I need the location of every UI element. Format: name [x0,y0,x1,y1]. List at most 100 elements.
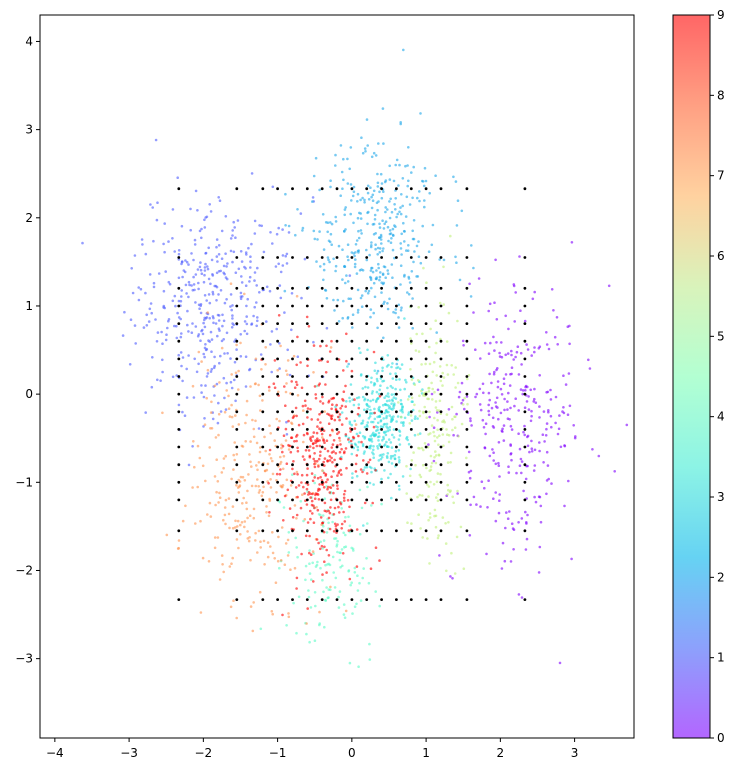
scatter-point [232,323,235,327]
scatter-point [368,253,371,257]
scatter-point [313,591,317,594]
scatter-point [285,462,289,466]
scatter-point [123,310,126,314]
grid-point [395,322,398,325]
scatter-point [308,640,311,644]
scatter-point [407,413,410,416]
scatter-point [349,212,353,216]
x-tick-label: −3 [120,746,138,760]
scatter-point [371,223,375,226]
scatter-point [151,356,154,359]
scatter-point [215,458,218,462]
scatter-point [179,335,183,339]
scatter-point [474,395,477,399]
scatter-point [205,299,208,302]
grid-point [350,445,354,449]
scatter-point [353,605,357,608]
scatter-point [309,517,312,521]
scatter-point [369,278,373,282]
scatter-point [449,234,452,238]
scatter-point [521,392,524,396]
scatter-point [128,363,132,366]
grid-point [276,392,279,396]
scatter-point [353,419,357,423]
scatter-point [285,382,288,385]
scatter-point [454,180,458,183]
scatter-point [550,288,554,291]
grid-point [424,304,428,308]
scatter-point [224,215,228,218]
scatter-point [497,511,501,515]
scatter-point [204,343,207,346]
scatter-point [415,332,419,336]
scatter-point [319,475,322,479]
scatter-point [243,329,246,333]
scatter-point [241,502,244,505]
colorbar-tick-label: 9 [717,8,725,22]
scatter-point [546,464,550,467]
grid-point [523,445,527,449]
scatter-point [393,453,397,457]
scatter-point [322,590,325,594]
scatter-point [416,417,419,420]
grid-point [177,322,181,325]
scatter-point [434,319,438,323]
scatter-point [384,409,388,413]
grid-point [365,463,369,467]
scatter-point [392,179,396,183]
scatter-point [549,414,553,418]
scatter-point [328,459,332,462]
scatter-point [250,242,253,246]
scatter-point [377,431,381,435]
scatter-point [386,392,390,395]
scatter-point [384,276,388,280]
scatter-point [204,252,207,255]
scatter-point [152,285,156,289]
scatter-point [342,510,345,514]
scatter-point [147,320,151,323]
scatter-point [410,522,413,525]
scatter-point [336,474,339,477]
y-tick-label: 3 [25,123,33,137]
scatter-point [470,424,473,427]
scatter-point [351,612,354,615]
scatter-point [245,413,248,417]
scatter-point [312,446,315,450]
scatter-point [223,506,227,509]
scatter-point [442,303,446,306]
grid-point [335,392,339,396]
scatter-point [294,406,298,410]
scatter-point [317,541,320,545]
scatter-point [236,525,239,528]
scatter-point [566,413,570,417]
scatter-point [259,409,262,412]
scatter-point [304,404,307,407]
scatter-point [447,311,451,315]
scatter-point [313,506,316,510]
scatter-point [202,321,205,325]
scatter-point [234,236,237,239]
grid-point [177,357,181,361]
grid-point [235,256,239,259]
scatter-point [436,388,440,392]
scatter-point [271,531,274,534]
scatter-point [529,388,532,392]
scatter-point [300,473,304,477]
scatter-point [372,456,376,460]
scatter-point [356,412,360,416]
scatter-point [337,595,340,599]
scatter-point [393,224,396,227]
scatter-point [387,395,390,398]
scatter-point [387,460,391,464]
grid-point [380,256,383,259]
scatter-point [389,472,392,476]
scatter-point [398,461,401,464]
scatter-point [322,439,325,442]
scatter-point [493,349,496,352]
scatter-point [311,512,314,515]
scatter-point [271,551,275,555]
scatter-point [382,336,385,340]
scatter-point [520,517,524,520]
scatter-point [533,464,537,467]
scatter-point [339,457,343,461]
